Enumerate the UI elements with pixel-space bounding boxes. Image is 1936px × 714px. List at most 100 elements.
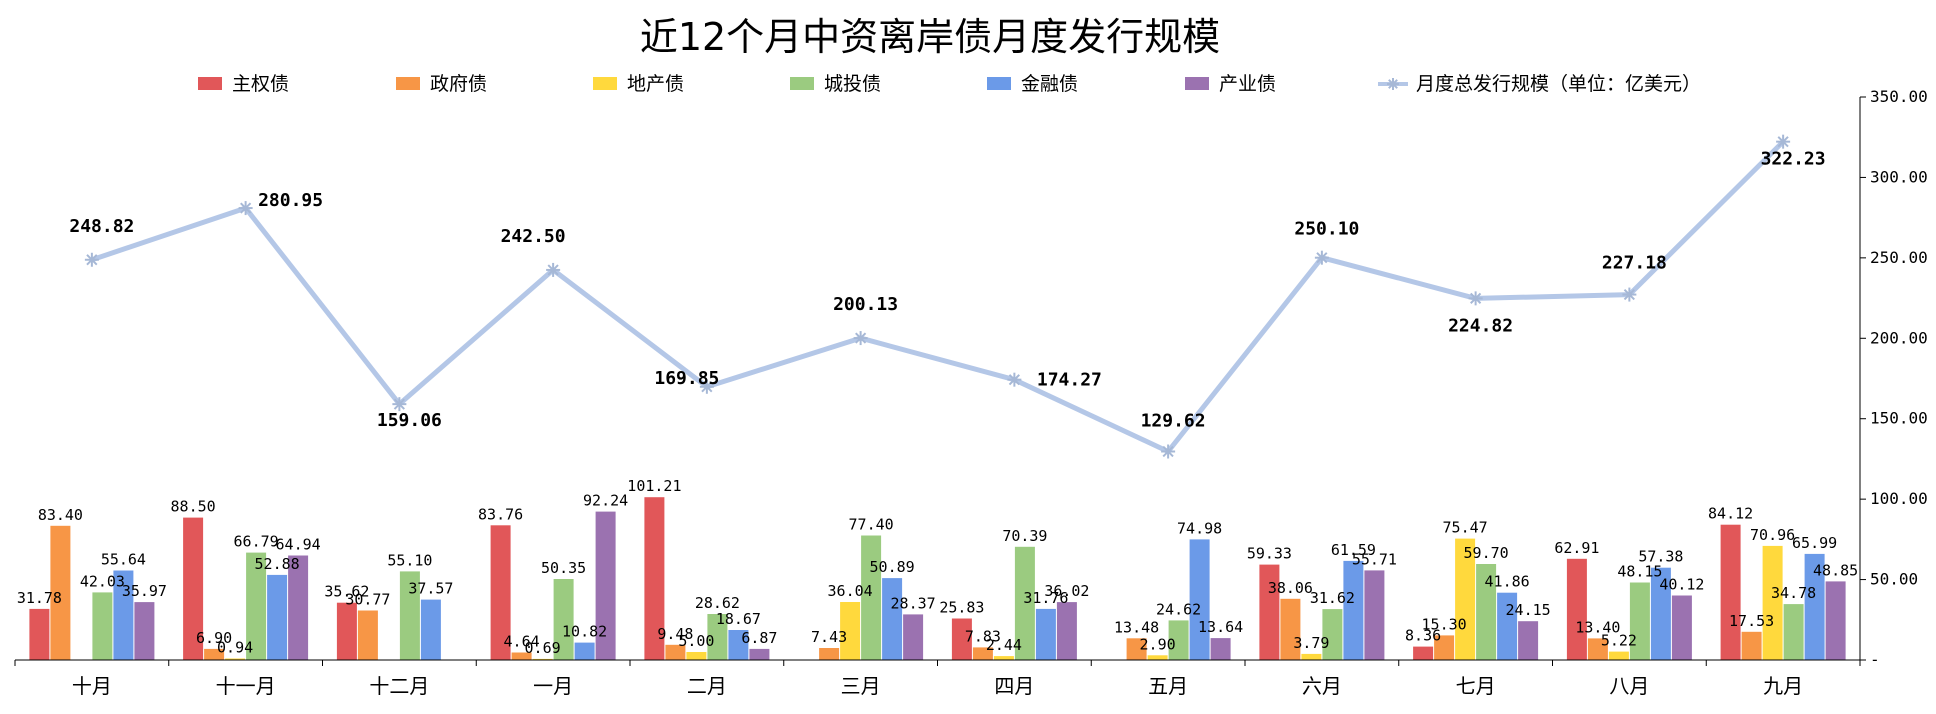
bar-label-3-5: 77.40 (849, 516, 894, 534)
legend-item-3: 城投债 (790, 73, 881, 95)
y-tick-label-4: 200.00 (1870, 328, 1928, 347)
bar-3-0 (92, 592, 113, 660)
bar-label-4-11: 65.99 (1792, 534, 1837, 552)
legend-line-marker (1387, 78, 1399, 90)
legend-item-2: 地产债 (593, 73, 684, 95)
bar-label-1-7: 13.48 (1114, 618, 1159, 636)
bar-0-1 (183, 517, 204, 660)
bar-0-6 (951, 618, 972, 660)
bar-3-8 (1322, 609, 1343, 660)
bar-label-4-4: 18.67 (716, 610, 761, 628)
category-label-9: 七月 (1456, 674, 1496, 698)
bar-label-4-9: 41.86 (1485, 573, 1530, 591)
bar-label-0-8: 59.33 (1247, 545, 1292, 563)
bar-label-3-7: 24.62 (1156, 600, 1201, 618)
bar-5-10 (1671, 595, 1692, 660)
bar-5-3 (595, 511, 616, 660)
y-tick-label-7: 350.00 (1870, 87, 1928, 106)
bar-4-11 (1804, 553, 1825, 660)
bar-4-8 (1343, 560, 1364, 660)
legend-swatch-4 (987, 77, 1011, 90)
bar-2-3 (532, 658, 553, 660)
bar-label-4-5: 50.89 (870, 558, 915, 576)
bar-2-4 (686, 652, 707, 660)
bar-3-7 (1168, 620, 1189, 660)
bar-label-5-8: 55.71 (1352, 550, 1397, 568)
bar-1-7 (1126, 638, 1147, 660)
bar-label-4-3: 10.82 (562, 623, 607, 641)
bar-5-0 (134, 602, 155, 660)
bar-1-5 (819, 648, 840, 660)
axes: 十月 十一月 十二月 一月 二月 三月 四月 五月 六月 七月 八月 九月 - 50.00 100.00 15… (14, 87, 1928, 698)
legend-item-1: 政府债 (396, 73, 487, 95)
y-tick-label-1: 50.00 (1870, 570, 1918, 589)
bar-5-6 (1056, 602, 1077, 660)
bar-1-3 (511, 652, 532, 660)
bar-4-3 (574, 642, 595, 660)
bars (29, 497, 1846, 660)
bar-label-2-10: 5.22 (1601, 632, 1637, 650)
bar-0-4 (644, 497, 665, 660)
legend-swatch-5 (1185, 77, 1209, 90)
bar-4-0 (113, 570, 134, 660)
category-label-1: 十一月 (216, 674, 276, 698)
bar-2-6 (993, 656, 1014, 660)
bar-label-2-3: 0.69 (525, 639, 561, 657)
line-label-8: 250.10 (1294, 219, 1359, 240)
bar-label-1-3: 4.64 (504, 633, 540, 651)
bar-label-1-1: 6.90 (196, 629, 232, 647)
bar-2-5 (840, 602, 861, 660)
legend-swatch-1 (396, 77, 420, 90)
bar-0-3 (490, 525, 511, 660)
line-label-10: 227.18 (1602, 253, 1667, 274)
bar-label-3-2: 55.10 (387, 551, 432, 569)
bar-label-0-11: 84.12 (1708, 505, 1753, 523)
line-label-7: 129.62 (1141, 411, 1206, 432)
bar-4-1 (267, 574, 288, 660)
bar-0-0 (29, 608, 50, 660)
bar-3-11 (1783, 604, 1804, 660)
line-label-2: 159.06 (377, 410, 442, 431)
y-tick-label-3: 150.00 (1870, 409, 1928, 428)
bar-1-4 (665, 644, 686, 660)
bar-label-2-1: 0.94 (217, 639, 253, 657)
bar-label-0-3: 83.76 (478, 505, 523, 523)
legend-label-4: 金融债 (1021, 73, 1078, 95)
bar-3-5 (861, 535, 882, 660)
bar-3-6 (1014, 546, 1035, 660)
bar-label-3-1: 66.79 (234, 533, 279, 551)
legend-label-5: 产业债 (1219, 73, 1276, 95)
bar-label-1-9: 15.30 (1422, 615, 1467, 633)
bar-label-3-9: 59.70 (1464, 544, 1509, 562)
y-tick-label-5: 250.00 (1870, 248, 1928, 267)
category-label-3: 一月 (533, 674, 573, 698)
bar-4-5 (882, 578, 903, 660)
legend-item-5: 产业债 (1185, 73, 1276, 95)
bar-1-0 (50, 525, 71, 660)
bar-label-5-7: 13.64 (1198, 618, 1243, 636)
bar-label-4-0: 55.64 (101, 551, 146, 569)
line-marker-7 (1161, 444, 1176, 459)
line-marker-10 (1622, 287, 1637, 302)
y-tick-label-6: 300.00 (1870, 167, 1928, 186)
bar-3-1 (246, 552, 267, 660)
bar-label-1-6: 7.83 (965, 627, 1001, 645)
legend-swatch-3 (790, 77, 814, 90)
bar-label-3-10: 48.15 (1617, 563, 1662, 581)
bar-3-4 (707, 614, 728, 660)
bar-label-0-10: 62.91 (1554, 539, 1599, 557)
total-line-layer: 248.82 280.95 159.06 242.50 169.85 200.13 174.… (69, 134, 1826, 459)
bar-label-3-11: 34.78 (1771, 584, 1816, 602)
bar-label-5-9: 24.15 (1506, 601, 1551, 619)
bar-2-9 (1455, 538, 1476, 660)
line-marker-8 (1314, 250, 1329, 265)
bar-label-3-8: 31.62 (1310, 589, 1355, 607)
bar-4-9 (1497, 592, 1518, 660)
bar-label-0-9: 8.36 (1405, 627, 1441, 645)
bar-3-10 (1629, 582, 1650, 660)
bar-label-0-6: 25.83 (939, 599, 984, 617)
bar-0-9 (1413, 646, 1434, 660)
bar-label-3-0: 42.03 (80, 572, 125, 590)
